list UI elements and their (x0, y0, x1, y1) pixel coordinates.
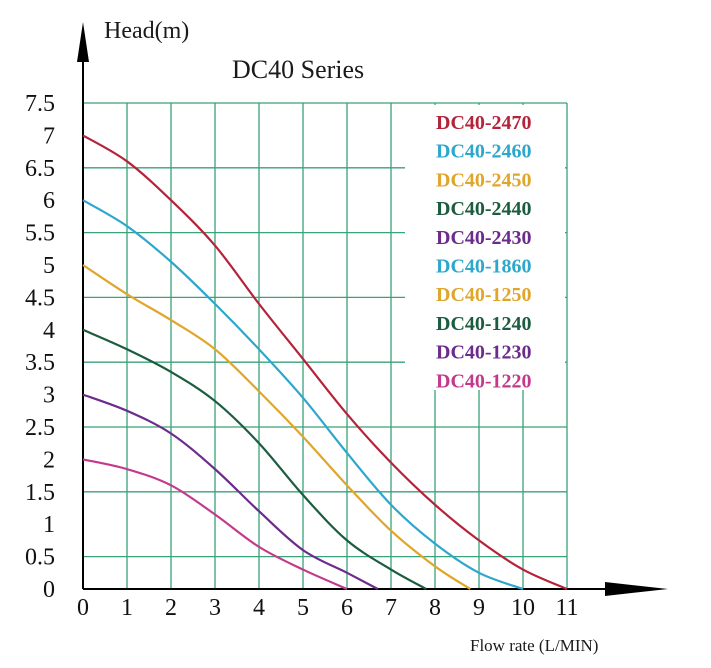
x-tick-labels: 0 1 2 3 4 5 6 7 8 9 10 11 (77, 595, 579, 621)
legend: DC40-2470 DC40-2460 DC40-2450 DC40-2440 DC40… (436, 112, 532, 392)
legend-entry: DC40-1220 (436, 370, 532, 392)
series-line-3 (82, 264, 471, 590)
legend-entry: DC40-2470 (436, 112, 532, 134)
legend-entry: DC40-2460 (436, 141, 532, 163)
legend-entry: DC40-2430 (436, 227, 532, 249)
x-tick-label: 3 (209, 595, 221, 621)
series-line-1 (82, 134, 568, 591)
legend-entry: DC40-2440 (436, 198, 532, 220)
y-tick-labels: 0 0.5 1 1.5 2 2.5 3 3.5 4 4.5 5 5.5 6 6.5 7 7.5 (25, 91, 55, 603)
y-tick-label: 6 (43, 188, 55, 214)
y-tick-label: 3.5 (25, 350, 55, 376)
x-tick-label: 7 (385, 595, 397, 621)
x-axis-arrow (605, 582, 668, 596)
y-tick-label: 2 (43, 447, 55, 473)
y-tick-label: 6.5 (25, 156, 55, 182)
y-tick-label: 0.5 (25, 545, 55, 571)
legend-entry: DC40-1250 (436, 284, 532, 306)
series-line-5 (82, 393, 379, 590)
legend-entry: DC40-1860 (436, 256, 532, 278)
y-tick-label: 4.5 (25, 285, 55, 311)
y-axis-label: Head(m) (104, 18, 189, 44)
x-tick-label: 1 (121, 595, 133, 621)
series-line-2 (82, 199, 524, 591)
x-tick-label: 4 (253, 595, 265, 621)
legend-entry: DC40-1230 (436, 342, 532, 364)
x-tick-label: 11 (555, 595, 578, 621)
axes (77, 22, 668, 596)
y-tick-label: 5 (43, 253, 55, 279)
y-tick-label: 2.5 (25, 415, 55, 441)
y-tick-label: 3 (43, 383, 55, 409)
y-tick-label: 5.5 (25, 221, 55, 247)
y-tick-label: 0 (43, 577, 55, 603)
series-lines (82, 134, 568, 591)
y-tick-label: 7 (43, 123, 55, 149)
y-tick-label: 7.5 (25, 91, 55, 117)
y-tick-label: 1.5 (25, 480, 55, 506)
x-tick-label: 6 (341, 595, 353, 621)
series-line-4 (82, 328, 427, 590)
x-axis-label: Flow rate (L/MIN) (470, 636, 598, 655)
y-tick-label: 1 (43, 512, 55, 538)
x-tick-label: 10 (511, 595, 535, 621)
series-line-6 (82, 458, 348, 591)
x-tick-label: 2 (165, 595, 177, 621)
x-tick-label: 5 (297, 595, 309, 621)
x-tick-label: 9 (473, 595, 485, 621)
x-tick-label: 0 (77, 595, 89, 621)
y-axis-arrow (77, 22, 89, 62)
y-tick-label: 4 (43, 318, 55, 344)
x-tick-label: 8 (429, 595, 441, 621)
legend-entry: DC40-2450 (436, 169, 532, 191)
chart-title: DC40 Series (232, 55, 364, 84)
legend-box (405, 105, 565, 390)
legend-entry: DC40-1240 (436, 313, 532, 335)
